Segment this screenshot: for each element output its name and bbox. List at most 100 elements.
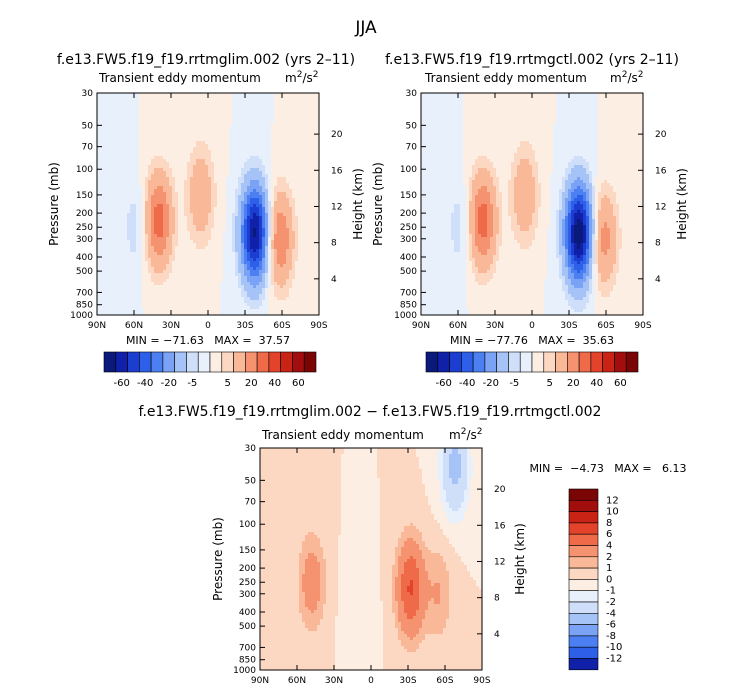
colorbar-label: 10 — [606, 507, 619, 518]
colorbar-swatch — [543, 351, 556, 373]
colorbar-swatch — [197, 351, 211, 373]
colorbar-swatch — [578, 351, 592, 373]
colorbar-swatch — [256, 351, 270, 373]
min-max-stats: MIN = −77.76 MAX = 35.63 — [450, 334, 614, 347]
colorbar-swatch — [425, 351, 439, 373]
colorbar-label: -10 — [606, 642, 622, 653]
y-tick-label: 150 — [76, 191, 93, 201]
colorbar-label: 20 — [567, 378, 580, 389]
y-tick-label: 200 — [239, 564, 256, 574]
y2-tick-label: 16 — [331, 166, 343, 176]
y-tick-label: 70 — [245, 498, 257, 508]
y-tick-label: 250 — [76, 223, 93, 233]
x-tick-label: 90S — [473, 676, 490, 686]
colorbar-swatch — [602, 351, 615, 373]
y2-tick-label: 4 — [331, 275, 337, 285]
colorbar-swatch — [221, 351, 234, 373]
panel-units: m2/s2 — [449, 427, 482, 442]
y2-tick-label: 8 — [494, 594, 500, 604]
x-tick-label: 90S — [634, 321, 651, 331]
colorbar-label: -40 — [137, 378, 153, 389]
y-tick-label: 100 — [76, 165, 93, 175]
colorbar-swatch — [280, 351, 293, 373]
y-tick-label: 300 — [239, 590, 256, 600]
y-tick-label: 400 — [239, 608, 256, 618]
y-tick-label: 500 — [400, 267, 417, 277]
y-tick-label: 500 — [76, 267, 93, 277]
y2-tick-label: 16 — [655, 166, 667, 176]
min-max-stats: MIN = −71.63 MAX = 37.57 — [126, 334, 290, 347]
colorbar-swatch — [437, 351, 450, 373]
x-tick-label: 0 — [368, 676, 374, 686]
colorbar-label: -6 — [606, 620, 616, 631]
panel-difference: f.e13.FW5.f19_f19.rrtmglim.002 − f.e13.F… — [139, 404, 687, 686]
y2-axis-label: Height (km) — [513, 523, 527, 594]
colorbar-swatch — [150, 351, 164, 373]
x-tick-label: 0 — [205, 321, 211, 331]
y2-tick-label: 4 — [494, 630, 500, 640]
colorbar-swatch — [568, 488, 599, 501]
colorbar-label: -5 — [187, 378, 197, 389]
colorbar-swatch — [103, 351, 117, 373]
y-tick-label: 70 — [82, 143, 94, 153]
panel-subtitle: Transient eddy momentum — [424, 71, 587, 85]
y-tick-label: 500 — [239, 622, 256, 632]
colorbar-swatch — [472, 351, 486, 373]
colorbar-swatch — [568, 635, 599, 648]
colorbar-swatch — [568, 511, 599, 524]
colorbar-swatch — [568, 499, 599, 512]
colorbar-label: -8 — [606, 631, 616, 642]
y-tick-label: 1000 — [233, 666, 256, 676]
y-tick-label: 250 — [400, 223, 417, 233]
x-tick-label: 60S — [597, 321, 614, 331]
colorbar-swatch — [568, 533, 599, 546]
colorbar-label: -12 — [606, 654, 622, 665]
colorbar-swatch — [625, 351, 639, 373]
x-tick-label: 0 — [529, 321, 535, 331]
colorbar-label: 40 — [590, 378, 603, 389]
y2-tick-label: 12 — [655, 202, 666, 212]
panel-units: m2/s2 — [610, 70, 643, 85]
colorbar-label: -4 — [606, 608, 616, 619]
colorbar-label: 5 — [546, 378, 552, 389]
colorbar-swatch — [519, 351, 533, 373]
panel-units: m2/s2 — [285, 70, 318, 85]
figure-title: JJA — [354, 18, 377, 38]
colorbar-swatch — [555, 351, 568, 373]
colorbar-label: 2 — [606, 552, 612, 563]
x-tick-label: 30N — [162, 321, 180, 331]
y-tick-label: 850 — [400, 301, 417, 311]
colorbar-swatch — [568, 658, 599, 671]
colorbar-swatch — [568, 556, 599, 569]
y2-tick-label: 16 — [494, 521, 506, 531]
y-tick-label: 50 — [245, 476, 257, 486]
colorbar-label: 4 — [606, 541, 612, 552]
y-tick-label: 100 — [239, 520, 256, 530]
y-tick-label: 850 — [76, 301, 93, 311]
colorbar-swatch — [568, 522, 599, 535]
y2-tick-label: 4 — [655, 275, 661, 285]
x-tick-label: 30N — [486, 321, 504, 331]
y-tick-label: 50 — [406, 121, 418, 131]
y2-axis-label: Height (km) — [675, 168, 689, 239]
y-tick-label: 100 — [400, 165, 417, 175]
y-axis-label: Pressure (mb) — [47, 162, 61, 246]
y-tick-label: 700 — [400, 288, 417, 298]
y-tick-label: 200 — [400, 209, 417, 219]
colorbar-swatch — [233, 351, 246, 373]
y-axis-label: Pressure (mb) — [211, 517, 225, 601]
colorbar-swatch — [590, 351, 603, 373]
panel-rrtmgctl: f.e13.FW5.f19_f19.rrtmgctl.002 (yrs 2–11… — [371, 52, 689, 347]
colorbar-label: 60 — [614, 378, 627, 389]
y-tick-label: 700 — [76, 288, 93, 298]
y-tick-label: 300 — [400, 235, 417, 245]
x-tick-label: 30N — [325, 676, 343, 686]
x-tick-label: 60N — [125, 321, 143, 331]
colorbar-swatch — [461, 351, 474, 373]
y-tick-label: 70 — [406, 143, 418, 153]
y2-tick-label: 20 — [655, 130, 667, 140]
x-tick-label: 30S — [560, 321, 577, 331]
panel-rrtmglim: f.e13.FW5.f19_f19.rrtmglim.002 (yrs 2–11… — [47, 52, 365, 347]
